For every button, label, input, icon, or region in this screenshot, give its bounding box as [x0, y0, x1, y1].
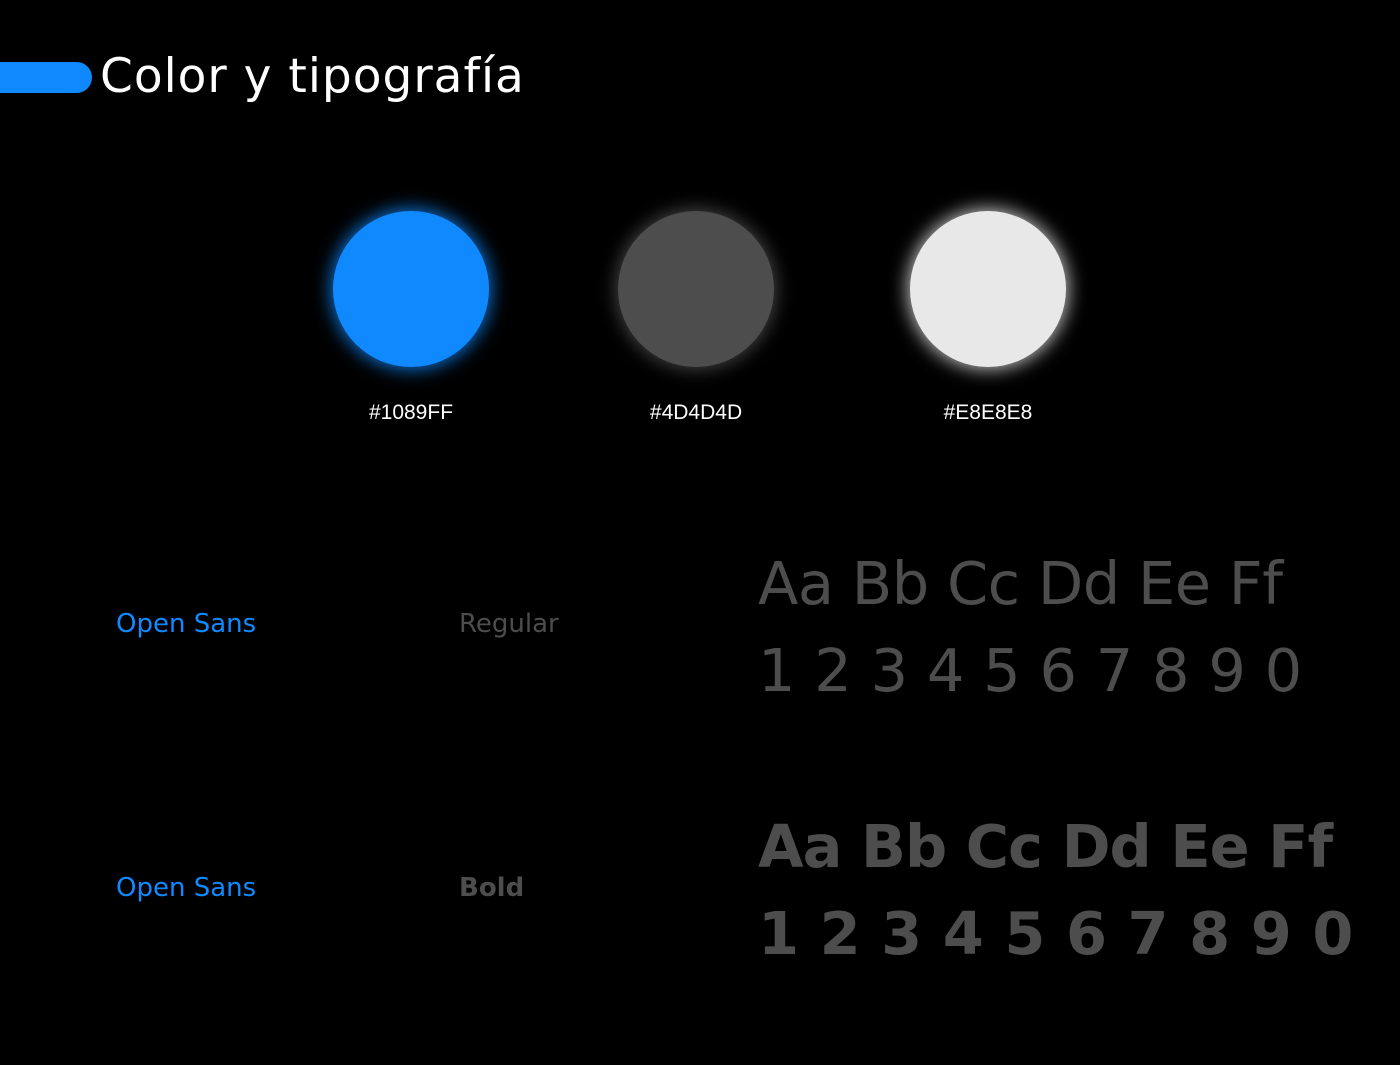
hex-code-label: #1089FF [368, 401, 454, 424]
type-specimen-digits: 1 2 3 4 5 6 7 8 9 0 [758, 899, 1354, 968]
hex-code-label: #E8E8E8 [943, 401, 1033, 424]
page-title: Color y tipografía [100, 49, 525, 104]
font-family-name: Open Sans [116, 873, 257, 903]
hex-code-label: #4D4D4D [649, 401, 743, 424]
title-accent-bar [0, 62, 92, 93]
font-family-name: Open Sans [116, 609, 257, 639]
type-specimen-digits: 1 2 3 4 5 6 7 8 9 0 [758, 636, 1303, 705]
color-swatch-light-gray [910, 211, 1066, 367]
font-weight-label: Bold [459, 873, 525, 903]
font-weight-label: Regular [459, 609, 559, 639]
color-swatch-dark-gray [618, 211, 774, 367]
type-specimen-letters: Aa Bb Cc Dd Ee Ff [758, 549, 1283, 618]
type-specimen-letters: Aa Bb Cc Dd Ee Ff [758, 812, 1333, 881]
color-swatch-blue [333, 211, 489, 367]
